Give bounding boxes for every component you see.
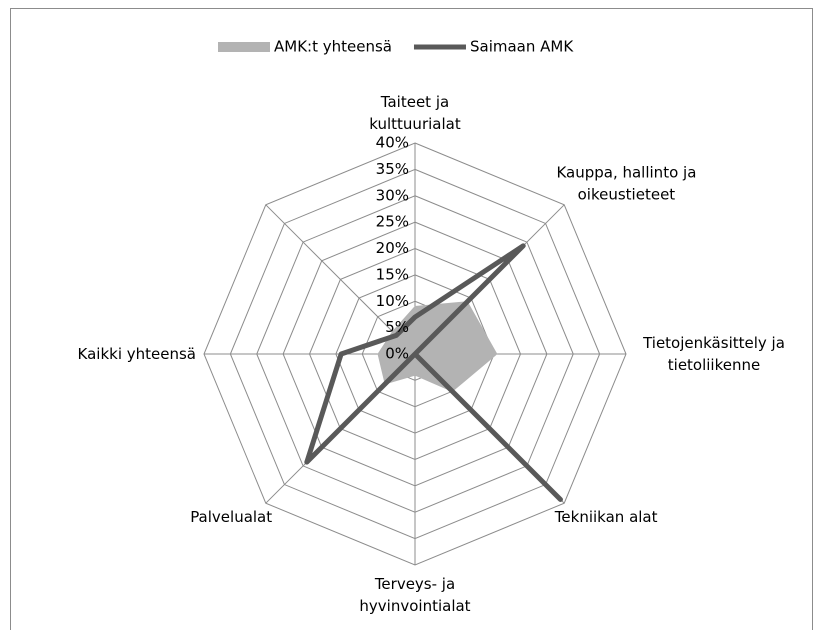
y-tick-label: 10% xyxy=(376,292,409,310)
line xyxy=(304,243,563,502)
y-tick-label: 40% xyxy=(376,134,409,152)
y-tick-label: 20% xyxy=(376,239,409,257)
category-label: Kauppa, hallinto ja oikeustieteet xyxy=(556,163,697,204)
category-label: Terveys- ja hyvinvointialat xyxy=(359,575,471,615)
category-label: Kaikki yhteensä xyxy=(77,345,196,363)
category-label: Palvelualat xyxy=(190,507,273,526)
y-tick-label: 25% xyxy=(376,213,409,231)
legend-label: AMK:t yhteensä xyxy=(274,38,392,56)
y-tick-label: 30% xyxy=(376,186,409,204)
category-label: Taiteet ja kulttuurialat xyxy=(369,93,461,133)
chart-border xyxy=(10,8,813,630)
legend-swatch xyxy=(218,42,270,52)
legend-label: Saimaan AMK xyxy=(470,38,574,56)
y-tick-label: 35% xyxy=(376,160,409,178)
y-tick-label: 15% xyxy=(376,265,409,283)
y-tick-label: 5% xyxy=(385,318,409,336)
spoke xyxy=(265,204,416,355)
y-tick-label: 0% xyxy=(385,345,409,363)
category-label: Tietojenkäsittely ja tietoliikenne xyxy=(643,334,785,374)
category-label: Tekniikan alat xyxy=(554,507,658,526)
